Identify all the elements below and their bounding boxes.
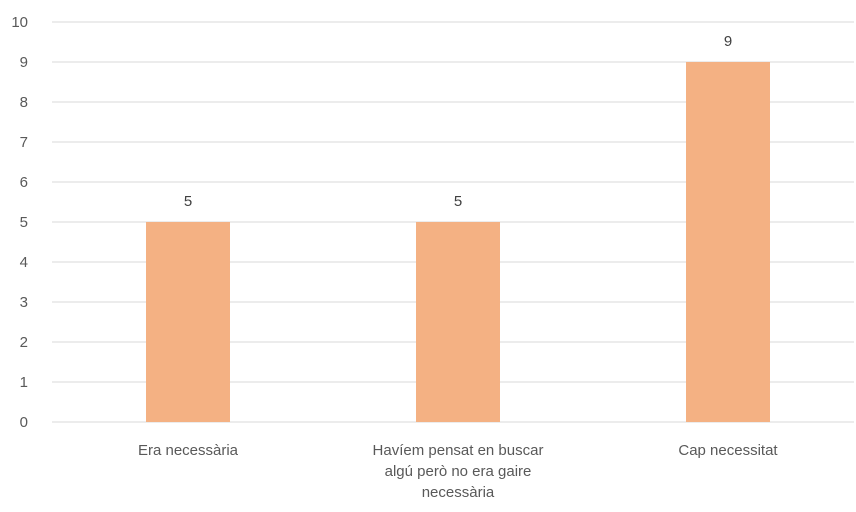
data-label-1: 5 [184,193,192,210]
x-category-label-2-line-2: algú però no era gaire [385,463,532,480]
y-tick-label-4: 4 [20,254,28,271]
y-tick-label-9: 9 [20,54,28,71]
bar-3 [686,62,770,422]
y-tick-label-5: 5 [20,214,28,231]
bars [146,62,770,422]
bar-2 [416,222,500,422]
y-tick-label-7: 7 [20,134,28,151]
y-axis-tick-labels: 0 1 2 3 4 5 6 7 8 9 10 [11,14,28,431]
data-labels: 5 5 9 [184,33,732,210]
x-category-label-3: Cap necessitat [678,442,778,459]
y-tick-label-3: 3 [20,294,28,311]
x-category-label-1: Era necessària [138,442,239,459]
y-tick-label-1: 1 [20,374,28,391]
y-tick-label-6: 6 [20,174,28,191]
x-category-label-2-line-1: Havíem pensat en buscar [373,442,544,459]
y-tick-label-2: 2 [20,334,28,351]
data-label-2: 5 [454,193,462,210]
x-axis-category-labels: Era necessària Havíem pensat en buscar alg… [138,442,778,501]
bar-1 [146,222,230,422]
data-label-3: 9 [724,33,732,50]
y-tick-label-10: 10 [11,14,28,31]
x-category-label-2-line-3: necessària [422,484,495,501]
y-tick-label-0: 0 [20,414,28,431]
y-tick-label-8: 8 [20,94,28,111]
